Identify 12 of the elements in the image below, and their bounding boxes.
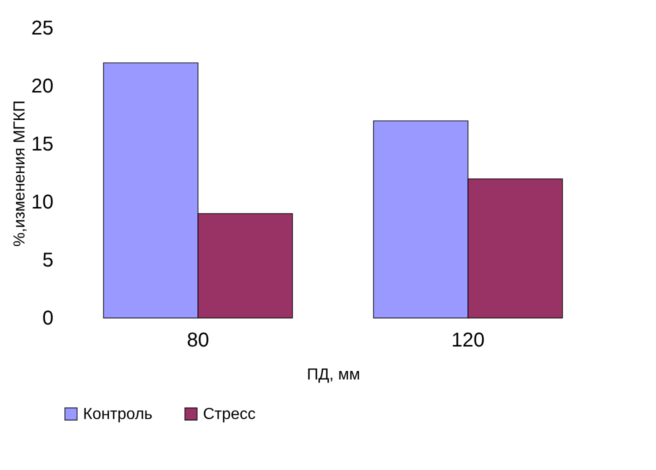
legend-label: Стресс (203, 406, 256, 423)
y-tick-label: 0 (42, 308, 54, 330)
y-axis-title: %,изменения МГКП (11, 100, 28, 247)
y-tick-label: 10 (31, 192, 54, 214)
y-tick-label: 20 (31, 76, 54, 98)
legend-label: Контроль (83, 406, 152, 423)
x-tick-label: 120 (451, 330, 485, 352)
y-tick-label: 15 (31, 134, 54, 156)
y-tick-label: 5 (42, 250, 54, 272)
x-tick-label: 80 (186, 330, 210, 352)
y-tick-label: 25 (31, 18, 54, 40)
x-axis-title: ПД, мм (306, 366, 360, 384)
